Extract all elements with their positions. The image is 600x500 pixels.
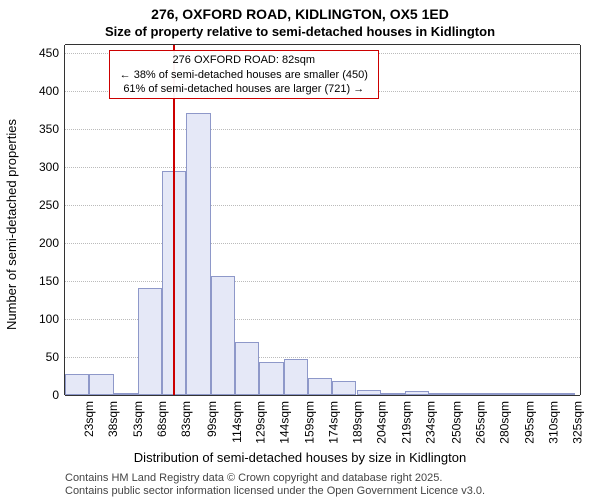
- x-tick-label: 129sqm: [250, 401, 268, 444]
- histogram-bar: [138, 288, 162, 395]
- x-axis-line: [65, 395, 580, 396]
- histogram-bar: [284, 359, 308, 395]
- annotation-line-3: 61% of semi-detached houses are larger (…: [114, 82, 374, 96]
- histogram-bar: [478, 393, 502, 395]
- y-axis-label: Number of semi-detached properties: [4, 119, 19, 330]
- chart-title: 276, OXFORD ROAD, KIDLINGTON, OX5 1ED: [0, 6, 600, 22]
- chart-subtitle: Size of property relative to semi-detach…: [0, 24, 600, 39]
- plot-area: 05010015020025030035040045023sqm38sqm53s…: [65, 45, 580, 395]
- x-tick-label: 189sqm: [347, 401, 365, 444]
- histogram-bar: [89, 374, 113, 395]
- x-tick-label: 219sqm: [395, 401, 413, 444]
- histogram-bar: [211, 276, 235, 395]
- x-tick-label: 204sqm: [371, 401, 389, 444]
- histogram-bar: [502, 393, 526, 395]
- histogram-bar: [357, 390, 381, 395]
- y-tick-label: 300: [39, 160, 65, 174]
- license-line-1: Contains HM Land Registry data © Crown c…: [65, 472, 442, 484]
- grid-line: [65, 281, 580, 282]
- histogram-bar: [332, 381, 356, 395]
- right-axis-line: [580, 45, 581, 395]
- x-tick-label: 99sqm: [201, 401, 219, 437]
- annotation-line-2: ← 38% of semi-detached houses are smalle…: [114, 68, 374, 82]
- x-tick-label: 23sqm: [78, 401, 96, 437]
- x-tick-label: 325sqm: [567, 401, 585, 444]
- histogram-bar: [527, 393, 551, 395]
- histogram-bar: [308, 378, 332, 396]
- y-tick-label: 250: [39, 198, 65, 212]
- license-text: Contains HM Land Registry data © Crown c…: [65, 472, 485, 498]
- top-axis-line: [65, 44, 580, 45]
- x-tick-label: 144sqm: [274, 401, 292, 444]
- grid-line: [65, 129, 580, 130]
- histogram-bar: [381, 393, 405, 395]
- y-tick-label: 100: [39, 312, 65, 326]
- x-tick-label: 83sqm: [175, 401, 193, 437]
- histogram-bar: [259, 362, 283, 395]
- y-tick-label: 400: [39, 84, 65, 98]
- grid-line: [65, 243, 580, 244]
- x-tick-label: 174sqm: [323, 401, 341, 444]
- y-tick-label: 200: [39, 236, 65, 250]
- x-tick-label: 53sqm: [127, 401, 145, 437]
- histogram-bar: [429, 393, 453, 395]
- grid-line: [65, 205, 580, 206]
- x-tick-label: 265sqm: [470, 401, 488, 444]
- annotation-line-1: 276 OXFORD ROAD: 82sqm: [114, 53, 374, 67]
- y-tick-label: 0: [52, 388, 65, 402]
- y-tick-label: 350: [39, 122, 65, 136]
- histogram-bar: [186, 113, 210, 395]
- x-tick-label: 234sqm: [420, 401, 438, 444]
- x-tick-label: 68sqm: [151, 401, 169, 437]
- histogram-bar: [454, 393, 478, 395]
- x-tick-label: 38sqm: [102, 401, 120, 437]
- x-tick-label: 280sqm: [494, 401, 512, 444]
- histogram-bar: [65, 374, 89, 395]
- annotation-box: 276 OXFORD ROAD: 82sqm← 38% of semi-deta…: [109, 50, 379, 99]
- x-tick-label: 295sqm: [518, 401, 536, 444]
- y-tick-label: 50: [46, 350, 65, 364]
- x-axis-label: Distribution of semi-detached houses by …: [0, 450, 600, 465]
- histogram-bar: [551, 393, 575, 395]
- license-line-2: Contains public sector information licen…: [65, 485, 485, 497]
- histogram-bar: [114, 393, 138, 395]
- y-tick-label: 450: [39, 46, 65, 60]
- x-tick-label: 310sqm: [543, 401, 561, 444]
- x-tick-label: 250sqm: [446, 401, 464, 444]
- histogram-bar: [405, 391, 429, 395]
- grid-line: [65, 167, 580, 168]
- x-tick-label: 159sqm: [298, 401, 316, 444]
- histogram-bar: [235, 342, 259, 395]
- histogram-chart: 276, OXFORD ROAD, KIDLINGTON, OX5 1ED Si…: [0, 0, 600, 500]
- x-tick-label: 114sqm: [225, 401, 243, 443]
- y-tick-label: 150: [39, 274, 65, 288]
